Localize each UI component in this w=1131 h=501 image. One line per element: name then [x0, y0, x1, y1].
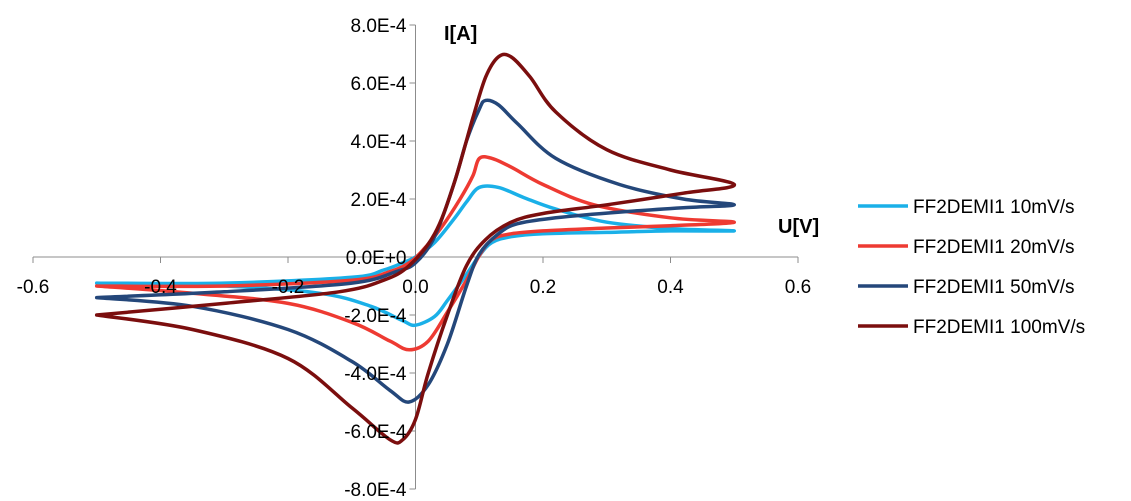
series-line-3 — [94, 98, 737, 404]
legend-label-3: FF2DEMI1 50mV/s — [913, 277, 1075, 298]
legend-label-4: FF2DEMI1 100mV/s — [913, 317, 1085, 338]
tick-labels-group: -0.6 -0.4 -0.2 0.0 0.2 0.4 0.6 8.0E-4 6.0E-4 4.0E… — [17, 16, 812, 501]
x-tick-label: 0.4 — [657, 277, 684, 298]
x-tick-label: 0.2 — [530, 277, 556, 298]
y-tick-label: 8.0E-4 — [351, 16, 407, 37]
legend-label-1: FF2DEMI1 10mV/s — [913, 197, 1075, 218]
y-tick-label: -4.0E-4 — [344, 364, 407, 385]
y-tick-label: -6.0E-4 — [344, 422, 407, 443]
x-tick-label: 0.6 — [785, 277, 811, 298]
series-group — [94, 52, 737, 445]
x-axis-title: U[V] — [778, 216, 819, 238]
y-tick-label: 4.0E-4 — [351, 132, 407, 153]
y-tick-label: 6.0E-4 — [351, 74, 407, 95]
x-tick-label: -0.2 — [272, 277, 305, 298]
y-tick-label: 2.0E-4 — [351, 190, 407, 211]
legend: FF2DEMI1 10mV/s FF2DEMI1 20mV/s FF2DEMI1 5… — [858, 197, 1085, 338]
y-axis-title: I[A] — [444, 23, 477, 45]
x-tick-label: -0.6 — [17, 277, 50, 298]
legend-label-2: FF2DEMI1 20mV/s — [913, 237, 1075, 258]
y-tick-label: 0.0E+0 — [346, 248, 407, 269]
y-tick-label: -2.0E-4 — [344, 306, 407, 327]
series-line-1 — [94, 184, 737, 328]
x-tick-label: -0.4 — [144, 277, 177, 298]
series-line-4 — [94, 52, 737, 445]
y-tick-label: -8.0E-4 — [344, 480, 407, 496]
x-tick-label: 0.0 — [402, 277, 428, 298]
